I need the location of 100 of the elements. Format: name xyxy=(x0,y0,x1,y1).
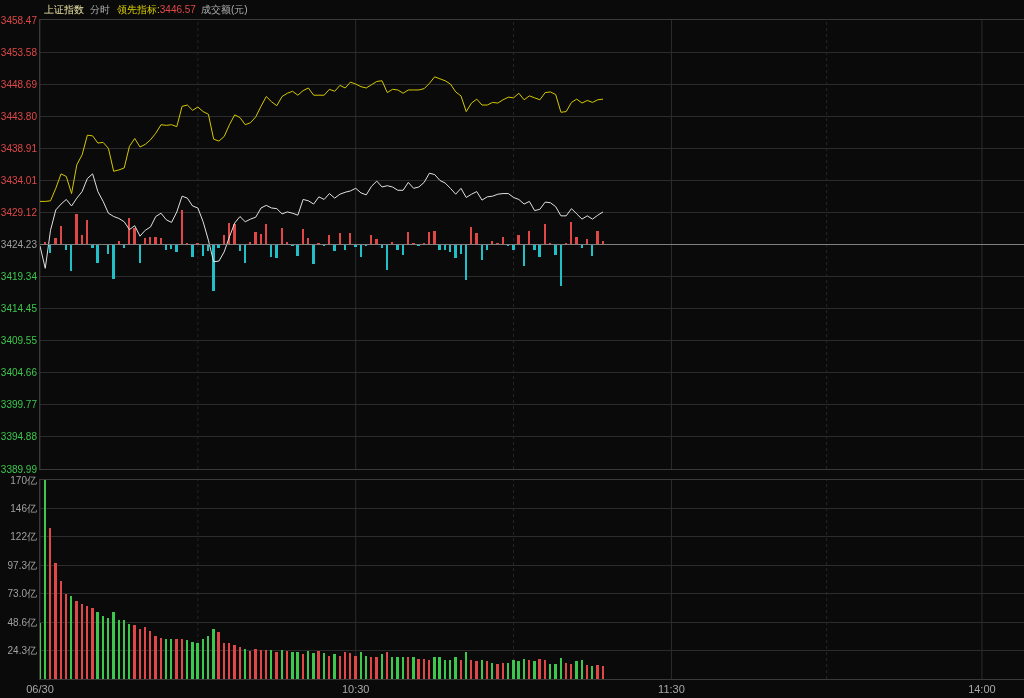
bar xyxy=(596,665,599,679)
bar xyxy=(70,596,72,679)
bar xyxy=(475,661,478,679)
bar xyxy=(523,659,525,679)
bar xyxy=(565,663,567,679)
bar xyxy=(154,636,157,679)
y-tick-label: 3438.91 xyxy=(0,142,38,154)
bar xyxy=(328,235,330,245)
bar xyxy=(328,656,330,679)
bar xyxy=(123,245,125,248)
bar xyxy=(302,229,304,245)
bar xyxy=(339,233,341,245)
bar xyxy=(560,658,562,679)
y-tick-label: 170亿 xyxy=(10,474,37,486)
bar xyxy=(460,660,462,679)
bar xyxy=(139,245,141,263)
bar xyxy=(391,657,393,679)
bar xyxy=(160,638,162,679)
y-tick-label: 3389.99 xyxy=(0,463,38,475)
bar xyxy=(212,629,215,679)
y-tick-label: 3443.80 xyxy=(0,110,38,122)
bar xyxy=(133,625,136,679)
bar xyxy=(581,245,583,248)
bar xyxy=(433,231,436,245)
y-tick-label: 73.0亿 xyxy=(7,588,37,600)
bar xyxy=(65,245,67,250)
bar xyxy=(165,639,167,679)
bar xyxy=(507,663,509,679)
bar xyxy=(538,659,541,679)
y-tick-label: 3458.47 xyxy=(0,14,38,26)
bar xyxy=(175,245,178,252)
bar xyxy=(265,224,267,245)
bar xyxy=(502,663,504,679)
bar xyxy=(370,657,372,679)
bar xyxy=(491,663,493,679)
bar xyxy=(96,612,99,679)
bar xyxy=(281,228,283,245)
bar xyxy=(118,620,120,679)
bar xyxy=(139,629,141,679)
bar xyxy=(275,245,278,258)
bar xyxy=(549,664,551,679)
bar xyxy=(396,245,399,250)
bar xyxy=(296,652,299,679)
bar xyxy=(381,245,383,248)
bar xyxy=(533,661,536,679)
bar xyxy=(528,231,530,245)
y-tick-label: 48.6亿 xyxy=(7,616,37,628)
bar xyxy=(133,228,136,245)
bar xyxy=(433,657,436,679)
bar xyxy=(191,642,194,679)
bar xyxy=(470,660,472,679)
bar xyxy=(281,650,283,679)
bar xyxy=(307,651,309,679)
bar xyxy=(75,214,78,245)
bar xyxy=(312,653,315,679)
bar xyxy=(107,245,109,254)
y-tick-label: 3424.23 xyxy=(0,239,38,250)
y-tick-label: 3429.12 xyxy=(0,206,38,218)
y-tick-label: 146亿 xyxy=(10,502,37,514)
bar xyxy=(70,245,72,271)
bar xyxy=(102,616,104,679)
bar xyxy=(165,245,167,250)
bar xyxy=(96,245,99,263)
bar xyxy=(349,233,351,245)
bar xyxy=(49,528,51,679)
bar xyxy=(312,245,315,264)
bar xyxy=(449,245,451,252)
bar xyxy=(144,627,146,679)
bar xyxy=(291,652,294,679)
bar xyxy=(254,232,257,245)
text: 领先指标:3446.57 xyxy=(117,4,197,15)
bar xyxy=(181,210,183,245)
x-tick-label: 11:30 xyxy=(658,683,685,696)
bar xyxy=(528,660,530,679)
bar xyxy=(49,245,51,253)
bar xyxy=(333,245,336,251)
bar xyxy=(296,245,299,256)
bar xyxy=(223,235,225,245)
bar xyxy=(402,245,404,255)
bar xyxy=(428,232,430,245)
bar xyxy=(196,643,199,679)
bar xyxy=(570,222,572,245)
bar xyxy=(438,245,441,250)
bar xyxy=(438,657,441,679)
y-tick-label: 122亿 xyxy=(10,530,37,542)
bar xyxy=(386,652,388,679)
bar xyxy=(407,657,409,679)
bar xyxy=(517,235,520,245)
chart-title: 上证指数 xyxy=(44,4,84,15)
bar xyxy=(254,649,257,679)
bar xyxy=(323,653,325,679)
bar xyxy=(596,231,599,245)
bar xyxy=(181,639,183,679)
bar xyxy=(475,233,478,245)
bar xyxy=(75,601,78,679)
bar xyxy=(112,612,115,679)
bar xyxy=(554,245,557,255)
bar xyxy=(465,245,467,280)
y-tick-label: 97.3亿 xyxy=(7,559,37,571)
bar xyxy=(591,666,593,679)
